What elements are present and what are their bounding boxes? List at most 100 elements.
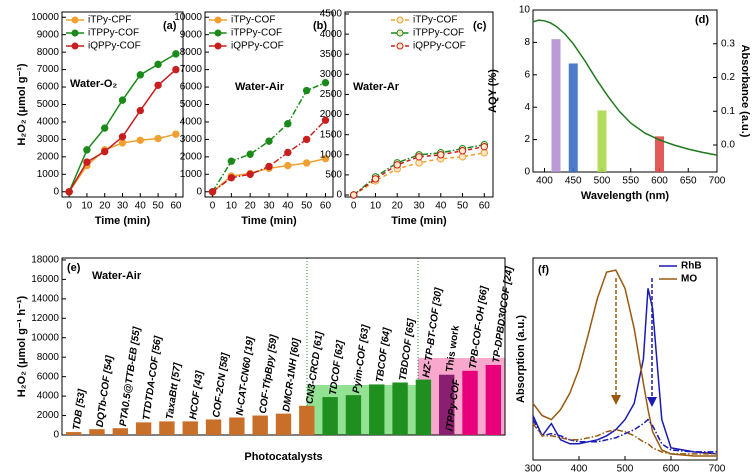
bar <box>597 110 607 172</box>
y-tick-label: 4000 <box>180 117 203 128</box>
series-line <box>212 119 327 193</box>
marker <box>83 146 91 154</box>
bar <box>159 421 175 435</box>
legend-label: RhB <box>681 261 702 272</box>
bar <box>345 395 362 435</box>
marker <box>393 161 401 169</box>
y-axis-title: AQY (%) <box>487 69 499 113</box>
y-tick-label: 9000 <box>180 29 203 40</box>
marker <box>302 159 311 167</box>
y-tick-label: 10000 <box>31 332 59 343</box>
marker <box>321 78 330 87</box>
legend-label: iTPPy-COF <box>88 28 139 39</box>
y2-tick-label: 0.3 <box>721 38 735 49</box>
bar <box>275 413 292 435</box>
plot-frame <box>532 9 718 173</box>
bar <box>462 370 478 435</box>
y-tick-label: 6000 <box>37 371 60 382</box>
legend-marker <box>396 42 404 50</box>
category-label: HCOF [43] <box>188 370 206 421</box>
marker <box>154 81 162 90</box>
x-tick-label: 10 <box>81 201 93 212</box>
bar <box>205 419 222 435</box>
bar <box>415 379 432 435</box>
y-tick-label: 1500 <box>320 129 343 140</box>
y-tick-label: 2 <box>524 134 530 145</box>
x-axis-title: Time (min) <box>95 215 151 227</box>
y-tick-label: 0 <box>53 430 59 441</box>
category-label: COF-2CN [58] <box>211 352 231 419</box>
category-label: Pyim-COF [63] <box>351 323 372 393</box>
y-tick-label: 8000 <box>180 47 203 58</box>
bar <box>252 415 268 435</box>
marker <box>208 188 217 196</box>
x-tick-label: 600 <box>663 464 680 473</box>
category-label: TP-DPBD30COF [24] <box>491 265 516 363</box>
marker <box>302 135 311 144</box>
marker <box>284 148 292 157</box>
annotation: Water-Air <box>235 81 285 93</box>
panel-label: (b) <box>313 20 327 32</box>
x-tick-label: 10 <box>370 201 382 212</box>
y-tick-label: 3000 <box>180 134 203 145</box>
y-tick-label: 3000 <box>320 69 343 80</box>
panel-label: (f) <box>538 264 549 276</box>
x-tick-label: 0 <box>66 201 72 212</box>
x-tick-label: 60 <box>320 201 332 212</box>
category-label: N-CAT-CN60 [19] <box>235 336 257 417</box>
marker <box>246 150 254 158</box>
category-label: TPB-COF-OH [66] <box>468 285 491 370</box>
bar <box>439 374 455 435</box>
marker <box>321 154 330 163</box>
marker <box>172 130 180 138</box>
legend-label: iTPy-COF <box>231 15 275 26</box>
x-tick-label: 40 <box>435 201 447 212</box>
marker <box>118 96 127 104</box>
y-tick-label: 2000 <box>37 410 60 421</box>
marker <box>371 175 380 183</box>
bar <box>568 63 578 172</box>
y-tick-label: 16000 <box>31 274 59 285</box>
bar <box>485 364 502 435</box>
category-label: TaxaBtt [57] <box>165 362 184 421</box>
legend-marker <box>71 29 79 37</box>
bar <box>392 382 408 435</box>
y-tick-label: 1000 <box>37 169 60 180</box>
marker <box>136 71 144 79</box>
x-tick-label: 30 <box>413 201 425 212</box>
y-tick-label: 10 <box>519 5 531 16</box>
y-tick-label: 0 <box>53 186 59 197</box>
y-tick-label: 2000 <box>37 151 60 162</box>
series-line <box>532 269 717 457</box>
y-axis-title: H₂O₂ (μmol g⁻¹) <box>16 63 28 146</box>
bar <box>229 417 245 435</box>
marker <box>458 153 467 161</box>
x-tick-label: 500 <box>617 464 634 473</box>
bar <box>299 405 315 435</box>
y2-tick-label: 0.0 <box>721 140 735 151</box>
x-tick-label: 20 <box>392 201 404 212</box>
y-tick-label: 10000 <box>31 12 59 23</box>
y-tick-label: 500 <box>325 170 342 181</box>
y-tick-label: 3000 <box>37 134 60 145</box>
legend-label: iQPPy-COF <box>88 41 141 52</box>
marker <box>415 159 423 167</box>
x-tick-label: 20 <box>245 201 257 212</box>
x-tick-label: 60 <box>479 201 491 212</box>
x-tick-label: 400 <box>536 176 553 187</box>
bar <box>551 39 561 172</box>
y-tick-label: 3500 <box>320 49 343 60</box>
marker <box>480 149 488 157</box>
marker <box>118 133 127 141</box>
y-axis-title: Absorption (a.u.) <box>515 315 527 403</box>
y-tick-label: 0 <box>336 190 342 201</box>
panel-label: (d) <box>695 14 709 26</box>
y2-tick-label: 0.1 <box>721 106 735 117</box>
category-label: PTA0.5@TTB-EB [55] <box>118 326 143 427</box>
y-tick-label: 4000 <box>37 117 60 128</box>
legend-label: MO <box>681 274 697 285</box>
y-tick-label: 2000 <box>320 109 343 120</box>
x-tick-label: 40 <box>135 201 147 212</box>
marker <box>101 124 109 132</box>
bar <box>89 429 105 435</box>
